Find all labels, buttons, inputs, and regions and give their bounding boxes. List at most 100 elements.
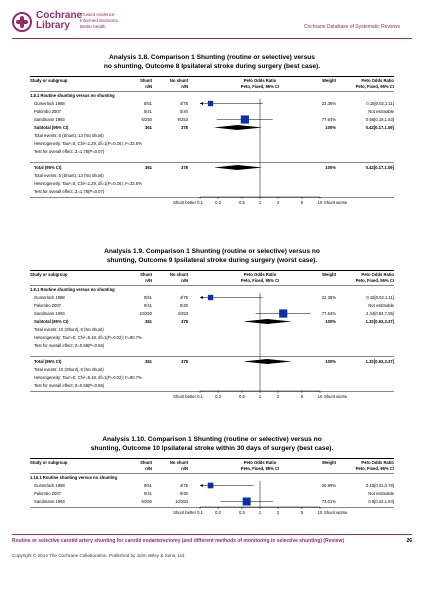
- study-no-shunt-events: 0/40: [179, 303, 188, 308]
- pooled-diamond: [213, 125, 263, 130]
- x-axis-tick-label: 0.2: [215, 200, 221, 205]
- x-axis-tick-label: 10: [317, 394, 323, 399]
- tagline-line: Informed decisions.: [80, 18, 120, 23]
- forest-plot-svg: [199, 481, 321, 509]
- x-axis-tick-label: 1: [258, 510, 262, 515]
- col-header-shunt: Shunt: [140, 272, 152, 277]
- x-axis-tick-label: 0.5: [239, 394, 245, 399]
- tagline-line: Trusted evidence.: [80, 12, 116, 17]
- study-no-shunt-events: 0/40: [179, 491, 188, 496]
- table-rule: [30, 285, 394, 286]
- subgroup-heading: 1.10.1 Routine shunting versus no shunti…: [30, 475, 118, 480]
- subgroup-heading: 1.9.1 Routine shunting versus no shuntin…: [30, 287, 115, 292]
- axis-label-favours-right: Shunt worse: [324, 394, 348, 399]
- study-shunt-events: 5/250: [141, 117, 152, 122]
- study-name: Gumerlock 1988: [34, 101, 65, 106]
- col-header-weight: Weight: [322, 78, 336, 83]
- table-rule: [30, 458, 394, 459]
- col-subheader: Peto, Fixed, 95% CI: [355, 84, 394, 89]
- table-rule: [30, 270, 394, 271]
- col-subheader: Peto, Fixed, 95% CI: [240, 466, 280, 471]
- study-no-shunt-events: 4/75: [179, 101, 188, 106]
- subgroup-heading: 1.8.1 Routine shunting versus no shuntin…: [30, 93, 115, 98]
- total-shunt: 361: [145, 165, 152, 170]
- col-subheader: n/N: [181, 84, 188, 89]
- col-subheader: Peto, Fixed, 95% CI: [355, 278, 394, 283]
- study-odds-ratio-ci: Not estimable: [368, 109, 394, 114]
- ci-arrow-left: [200, 484, 203, 487]
- total-weight: 100%: [325, 165, 336, 170]
- analysis-title: no shunting, Outcome 8 Ipsilateral strok…: [103, 63, 321, 70]
- x-axis-tick-label: 2: [276, 200, 280, 205]
- total-shunt: 361: [145, 359, 152, 364]
- total-odds-ratio-ci: 1.32[0.52,3.37]: [365, 359, 394, 364]
- axis-label-favours-right: Shunt worse: [324, 200, 348, 205]
- total-label: Total (95% CI): [34, 165, 62, 170]
- study-point-estimate: [240, 115, 249, 124]
- study-weight: 26.99%: [321, 483, 336, 488]
- cochrane-logo-icon: [12, 12, 32, 32]
- table-rule: [30, 162, 394, 163]
- col-header-odds-ratio: Peto Odds Ratio: [243, 460, 277, 465]
- x-axis-tick-label: 2: [276, 510, 280, 515]
- col-header-study: Study or subgroup: [30, 460, 68, 465]
- x-axis-tick-label: 1: [258, 394, 262, 399]
- study-odds-ratio-ci: Not estimable: [368, 303, 394, 308]
- total-stat-line: Test for overall effect: Z=1.78(P=0.07): [34, 189, 105, 194]
- study-weight: 22.36%: [321, 101, 336, 106]
- study-shunt-events: 0/51: [143, 483, 152, 488]
- page-header: Cochrane Library Trusted evidence. Infor…: [0, 0, 424, 44]
- footer-review-title: Routine or selective carotid artery shun…: [12, 538, 344, 544]
- analysis-title: Analysis 1.8. Comparison 1 Shunting (rou…: [109, 54, 315, 61]
- total-stat-line: Test for overall effect: Z=0.58(P=0.56): [34, 383, 105, 388]
- axis-label-favours-left: Shunt better: [173, 510, 196, 515]
- study-point-estimate: [207, 294, 214, 301]
- table-rule: [30, 197, 394, 198]
- ci-arrow-left: [200, 296, 203, 299]
- total-label: Total (95% CI): [34, 359, 62, 364]
- analysis-title: Analysis 1.9. Comparison 1 Shunting (rou…: [104, 248, 320, 255]
- logo-text-cochrane: Cochrane: [36, 10, 83, 21]
- tagline: Trusted evidence. Informed decisions. Be…: [80, 12, 119, 30]
- study-odds-ratio-ci: 0.15[0.02,1.11]: [366, 295, 394, 300]
- col-header-no-shunt: No shunt: [169, 78, 188, 83]
- subtotal-label: Subtotal (95% CI): [34, 319, 69, 324]
- col-header-odds-ratio: Peto Odds Ratio: [243, 78, 277, 83]
- pooled-diamond: [213, 165, 263, 170]
- col-header-odds-ratio-ci: Peto Odds Ratio: [361, 460, 394, 465]
- study-weight: 73.01%: [321, 499, 336, 504]
- subtotal-stat-line: Test for overall effect: Z=0.58(P=0.56): [34, 343, 105, 348]
- total-odds-ratio-ci: 0.42[0.17,1.09]: [365, 165, 394, 170]
- col-header-weight: Weight: [322, 460, 336, 465]
- pooled-diamond: [242, 319, 292, 324]
- study-odds-ratio-ci: Not estimable: [368, 491, 394, 496]
- study-shunt-events: 6/250: [141, 499, 152, 504]
- x-axis-tick-label: 0.2: [215, 394, 221, 399]
- study-point-estimate: [242, 497, 251, 506]
- table-rule: [30, 356, 394, 357]
- analysis-title: shunting, Outcome 9 Ipsilateral stroke d…: [106, 257, 318, 264]
- col-header-odds-ratio-ci: Peto Odds Ratio: [361, 78, 394, 83]
- footer-copyright: Copyright © 2014 The Cochrane Collaborat…: [12, 553, 186, 558]
- subtotal-no-shunt: 378: [181, 319, 188, 324]
- subtotal-stat-line: Test for overall effect: Z=1.78(P=0.07): [34, 149, 105, 154]
- study-shunt-events: 0/51: [143, 101, 152, 106]
- pooled-diamond: [242, 359, 292, 364]
- col-subheader: n/N: [145, 466, 152, 471]
- study-weight: 77.64%: [321, 117, 336, 122]
- table-rule: [30, 76, 394, 77]
- col-header-odds-ratio: Peto Odds Ratio: [243, 272, 277, 277]
- study-shunt-events: 0/41: [143, 109, 152, 114]
- axis-label-favours-left: Shunt better: [173, 394, 196, 399]
- subtotal-weight: 100%: [325, 125, 336, 130]
- axis-label-favours-left: Shunt better: [173, 200, 196, 205]
- col-subheader: Peto, Fixed, 95% CI: [355, 466, 394, 471]
- study-weight: 22.36%: [321, 295, 336, 300]
- x-axis-tick-label: 1: [258, 200, 262, 205]
- col-subheader: Peto, Fixed, 95% CI: [240, 84, 280, 89]
- study-name: Palombo 2007: [34, 491, 62, 496]
- study-no-shunt-events: 4/75: [179, 483, 188, 488]
- total-no-shunt: 378: [181, 359, 188, 364]
- subtotal-stat-line: Heterogeneity: Tau²=0; Chi²=1.29, df=1(P…: [34, 141, 142, 146]
- study-name: Gumerlock 1988: [34, 483, 65, 488]
